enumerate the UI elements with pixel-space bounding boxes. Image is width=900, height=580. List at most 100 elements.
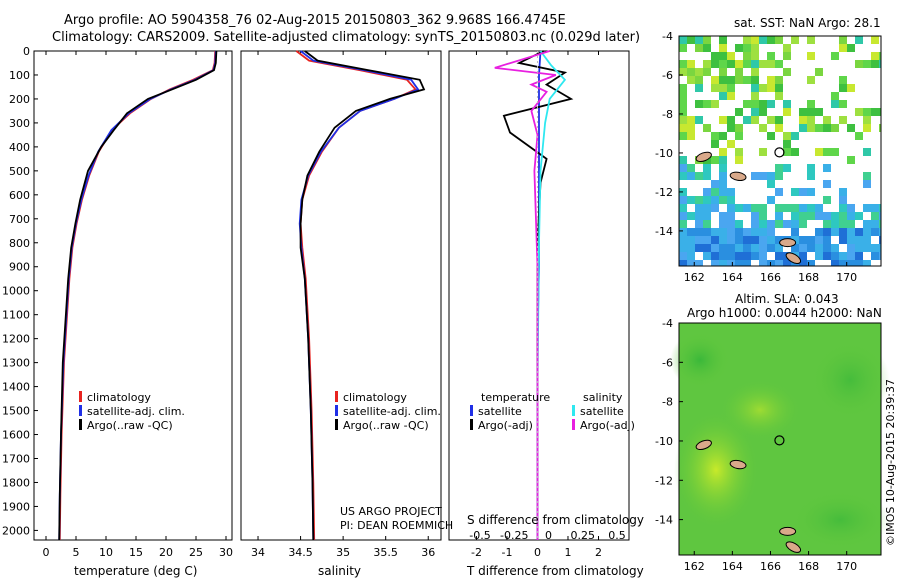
legend-satellite: satellite-adj. clim. bbox=[79, 405, 185, 418]
sst-cell bbox=[863, 244, 871, 252]
sla-map-title: Altim. SLA: 0.043 bbox=[735, 292, 839, 306]
sst-cell bbox=[823, 116, 831, 124]
sst-cell bbox=[775, 252, 783, 260]
sst-cell bbox=[727, 212, 735, 220]
sst-cell bbox=[807, 260, 815, 266]
sst-cell bbox=[863, 220, 871, 228]
sst-cell bbox=[735, 60, 743, 68]
map-y-tick-label: -14 bbox=[655, 514, 673, 527]
y-tick-label: 2000 bbox=[2, 524, 30, 537]
sst-cell bbox=[679, 124, 687, 132]
legend-label: Argo(..raw -QC) bbox=[343, 419, 429, 432]
sst-cell bbox=[783, 260, 791, 266]
sst-cell bbox=[719, 116, 727, 124]
x-tick-label: 25 bbox=[189, 546, 203, 559]
sst-cell bbox=[775, 212, 783, 220]
sst-cell bbox=[767, 36, 775, 44]
sst-cell bbox=[687, 252, 695, 260]
map-x-tick-label: 164 bbox=[722, 560, 743, 573]
sst-cell bbox=[855, 260, 863, 266]
legend-sal-argo: Argo(-adj) bbox=[572, 419, 635, 432]
sst-cell bbox=[703, 188, 711, 196]
sst-cell bbox=[743, 60, 751, 68]
sst-cell bbox=[711, 100, 719, 108]
sst-cell bbox=[687, 60, 695, 68]
sst-cell bbox=[727, 124, 735, 132]
sst-cell bbox=[727, 252, 735, 260]
map-x-tick-label: 162 bbox=[684, 560, 705, 573]
x-tick-label: 15 bbox=[129, 546, 143, 559]
sst-cell bbox=[711, 196, 719, 204]
sst-cell bbox=[727, 236, 735, 244]
sst-cell bbox=[791, 220, 799, 228]
y-tick-label: 1300 bbox=[2, 357, 30, 370]
map-y-tick-label: -10 bbox=[655, 435, 673, 448]
sst-cell bbox=[703, 236, 711, 244]
sst-cell bbox=[799, 116, 807, 124]
sst-cell bbox=[695, 204, 703, 212]
sst-cell bbox=[703, 36, 711, 44]
sst-cell bbox=[679, 204, 687, 212]
y-tick-label: 1900 bbox=[2, 500, 30, 513]
sst-cell bbox=[727, 140, 735, 148]
sst-cell bbox=[751, 204, 759, 212]
island-shape bbox=[779, 238, 797, 248]
sst-cell bbox=[807, 172, 815, 180]
legend-swatch-satellite bbox=[79, 405, 82, 416]
sst-cell bbox=[711, 204, 719, 212]
sst-cell bbox=[871, 244, 879, 252]
sst-cell bbox=[679, 156, 687, 164]
map-y-tick-label: -10 bbox=[655, 147, 673, 160]
sst-cell bbox=[767, 84, 775, 92]
y-tick-label: 1700 bbox=[2, 453, 30, 466]
sst-cell bbox=[831, 52, 839, 60]
sst-cell bbox=[703, 60, 711, 68]
sst-cell bbox=[863, 204, 871, 212]
sst-cell bbox=[759, 36, 767, 44]
sst-cell bbox=[871, 60, 879, 68]
sst-cell bbox=[815, 148, 823, 156]
sst-cell bbox=[727, 260, 735, 266]
sst-cell bbox=[863, 148, 871, 156]
sst-cell bbox=[711, 140, 719, 148]
sst-cell bbox=[711, 60, 719, 68]
sst-cell bbox=[695, 68, 703, 76]
legend-label: climatology bbox=[343, 391, 407, 404]
sst-cell bbox=[879, 60, 881, 68]
sst-cell bbox=[799, 204, 807, 212]
sst-cell bbox=[679, 68, 687, 76]
series-line-satellite-adj-clim- bbox=[298, 50, 420, 541]
sst-cell bbox=[759, 108, 767, 116]
sst-cell bbox=[799, 260, 807, 266]
y-tick-label: 1000 bbox=[2, 285, 30, 298]
sst-cell bbox=[839, 36, 847, 44]
sst-cell bbox=[775, 204, 783, 212]
sst-cell bbox=[735, 132, 743, 140]
sst-cell bbox=[799, 244, 807, 252]
series-line-climatology bbox=[295, 50, 417, 541]
sst-cell bbox=[703, 44, 711, 52]
sst-cell bbox=[695, 84, 703, 92]
sst-cell bbox=[839, 44, 847, 52]
sst-cell bbox=[759, 220, 767, 228]
sst-cell bbox=[823, 252, 831, 260]
island-shape bbox=[729, 171, 747, 182]
sst-cell bbox=[839, 76, 847, 84]
sst-cell bbox=[727, 188, 735, 196]
sst-cell bbox=[719, 68, 727, 76]
sst-cell bbox=[791, 244, 799, 252]
sst-cell bbox=[839, 260, 847, 266]
sst-cell bbox=[871, 220, 879, 228]
sst-cell bbox=[847, 252, 855, 260]
sst-cell bbox=[719, 84, 727, 92]
sst-cell bbox=[703, 252, 711, 260]
sst-cell bbox=[703, 204, 711, 212]
sst-cell bbox=[879, 124, 881, 132]
sst-cell bbox=[727, 84, 735, 92]
sst-cell bbox=[767, 116, 775, 124]
sst-cell bbox=[815, 204, 823, 212]
s-difference-axis-label: S difference from climatology bbox=[467, 513, 644, 527]
sst-cell bbox=[759, 204, 767, 212]
y-tick-label: 600 bbox=[9, 189, 30, 202]
x-tick-label: 30 bbox=[219, 546, 233, 559]
